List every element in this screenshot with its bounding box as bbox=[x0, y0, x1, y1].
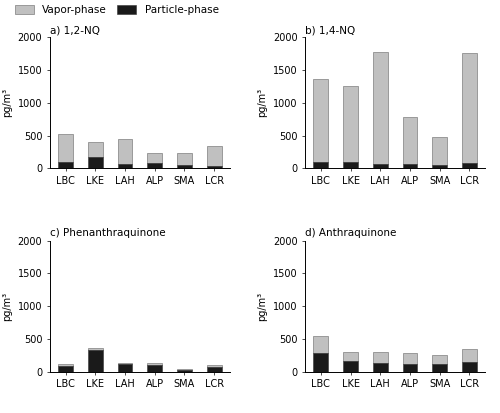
Bar bbox=[177, 370, 192, 372]
Bar bbox=[402, 116, 417, 164]
Bar bbox=[177, 153, 192, 165]
Y-axis label: pg/m³: pg/m³ bbox=[258, 88, 268, 117]
Bar bbox=[462, 53, 477, 163]
Bar bbox=[314, 336, 328, 354]
Bar bbox=[373, 52, 388, 164]
Bar bbox=[58, 366, 73, 372]
Bar bbox=[206, 146, 222, 166]
Bar bbox=[432, 365, 447, 372]
Text: c) Phenanthraquinone: c) Phenanthraquinone bbox=[50, 228, 166, 238]
Text: b) 1,4-NQ: b) 1,4-NQ bbox=[305, 25, 356, 35]
Legend: Vapor-phase, Particle-phase: Vapor-phase, Particle-phase bbox=[15, 5, 218, 15]
Bar bbox=[148, 153, 162, 163]
Bar bbox=[373, 363, 388, 372]
Bar bbox=[58, 162, 73, 169]
Bar bbox=[88, 350, 102, 372]
Bar bbox=[343, 361, 358, 372]
Y-axis label: pg/m³: pg/m³ bbox=[258, 292, 268, 320]
Bar bbox=[206, 366, 222, 368]
Bar bbox=[148, 365, 162, 372]
Text: d) Anthraquinone: d) Anthraquinone bbox=[305, 228, 396, 238]
Bar bbox=[343, 162, 358, 169]
Bar bbox=[206, 166, 222, 169]
Bar bbox=[314, 354, 328, 372]
Bar bbox=[88, 348, 102, 350]
Bar bbox=[373, 352, 388, 363]
Bar bbox=[402, 353, 417, 364]
Bar bbox=[58, 134, 73, 162]
Bar bbox=[118, 139, 132, 164]
Bar bbox=[118, 363, 132, 365]
Bar bbox=[88, 157, 102, 169]
Bar bbox=[314, 162, 328, 169]
Bar bbox=[148, 163, 162, 169]
Bar bbox=[373, 164, 388, 169]
Bar bbox=[177, 369, 192, 370]
Bar bbox=[462, 349, 477, 362]
Bar bbox=[118, 164, 132, 169]
Bar bbox=[88, 142, 102, 157]
Bar bbox=[177, 165, 192, 169]
Y-axis label: pg/m³: pg/m³ bbox=[2, 88, 12, 117]
Y-axis label: pg/m³: pg/m³ bbox=[2, 292, 12, 320]
Bar bbox=[462, 163, 477, 169]
Bar bbox=[118, 365, 132, 372]
Text: a) 1,2-NQ: a) 1,2-NQ bbox=[50, 25, 100, 35]
Bar bbox=[432, 137, 447, 165]
Bar bbox=[206, 368, 222, 372]
Bar bbox=[402, 164, 417, 169]
Bar bbox=[402, 364, 417, 372]
Bar bbox=[343, 352, 358, 361]
Bar bbox=[148, 363, 162, 365]
Bar bbox=[58, 365, 73, 366]
Bar bbox=[432, 355, 447, 365]
Bar bbox=[343, 86, 358, 162]
Bar bbox=[462, 362, 477, 372]
Bar bbox=[314, 79, 328, 162]
Bar bbox=[432, 165, 447, 169]
